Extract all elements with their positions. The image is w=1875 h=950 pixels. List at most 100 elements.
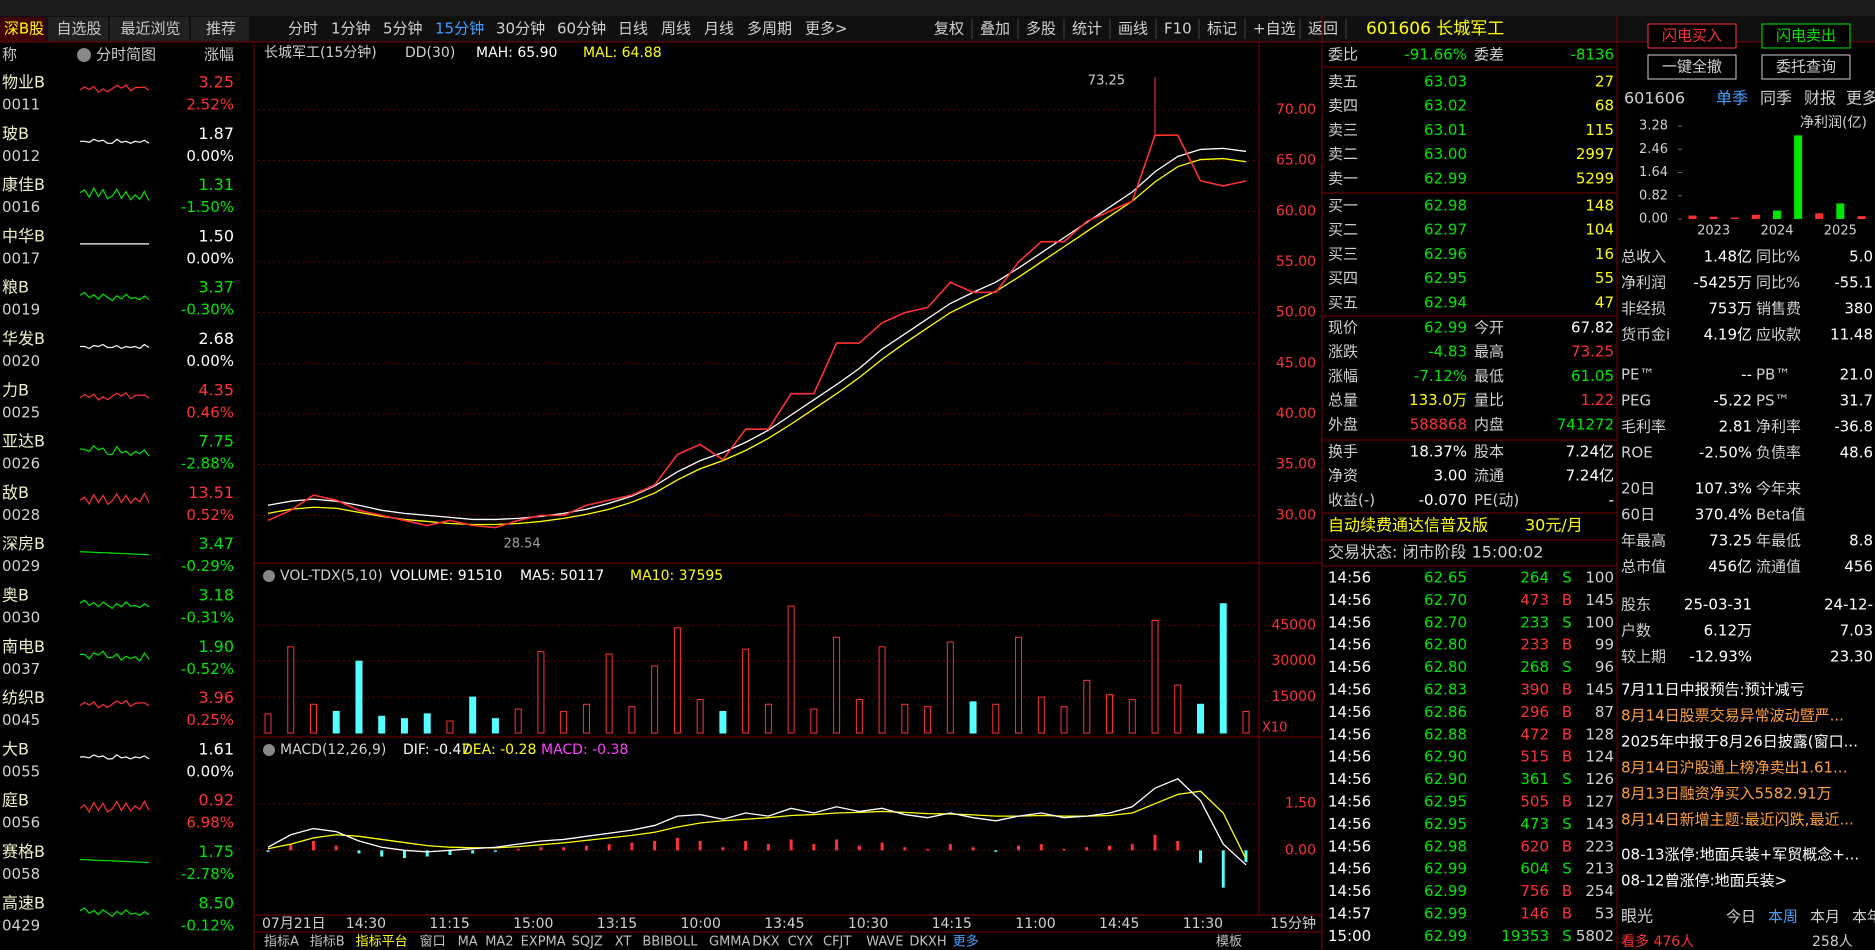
stock-name[interactable]: 亚达B [2, 432, 45, 451]
action-button[interactable] [1647, 54, 1737, 80]
news-link[interactable]: 7月11日中报预告:预计减亏 [1621, 681, 1805, 699]
tool-button[interactable]: 统计 [1072, 20, 1102, 38]
period-button[interactable]: 分时 [288, 20, 318, 38]
list-row[interactable] [0, 68, 252, 118]
indicator-tab[interactable]: 更多 [953, 934, 979, 950]
period-button[interactable]: 更多> [805, 20, 848, 38]
tab-label[interactable]: 财报 [1804, 89, 1836, 108]
action-label[interactable]: 一键全撤 [1662, 58, 1722, 76]
indicator-tab[interactable]: CFJT [823, 935, 851, 950]
stock-name[interactable]: 力B [2, 380, 29, 399]
list-row[interactable] [0, 632, 252, 683]
period-button[interactable]: 15分钟 [435, 20, 484, 38]
stock-name[interactable]: 康佳B [2, 175, 45, 194]
stock-name[interactable]: 大B [2, 739, 29, 758]
action-button[interactable] [1647, 23, 1737, 49]
period-tab[interactable]: 今日 [1726, 908, 1756, 926]
indicator-tab[interactable]: BBIBOLL [642, 935, 698, 950]
news-link[interactable]: 8月14日股票交易异常波动暨严... [1621, 707, 1844, 725]
list-row[interactable] [0, 273, 252, 324]
tab-label[interactable]: 同季 [1760, 89, 1792, 108]
list-row[interactable] [0, 119, 252, 170]
stock-name[interactable]: 奥B [2, 586, 29, 605]
list-row[interactable] [0, 837, 252, 888]
stock-name[interactable]: 纺织B [2, 688, 45, 707]
stock-name[interactable]: 高速B [2, 893, 45, 912]
indicator-tab[interactable]: XT [615, 935, 632, 950]
news-link[interactable]: 8月13日融资净买入5582.91万 [1621, 785, 1832, 803]
tab-label[interactable]: 自选股 [56, 20, 101, 38]
news-link[interactable]: 8月14日沪股通上榜净卖出1.61... [1621, 759, 1847, 777]
period-tab[interactable]: 本月 [1810, 908, 1840, 926]
indicator-tab[interactable]: GMMA [709, 935, 751, 950]
indicator-tab[interactable]: 指标B [310, 935, 345, 950]
period-button[interactable]: 30分钟 [496, 20, 545, 38]
list-row[interactable] [0, 478, 252, 529]
stock-name[interactable]: 敌B [2, 483, 29, 502]
list-row[interactable] [0, 786, 252, 837]
ad-price[interactable]: 30元/月 [1525, 516, 1583, 535]
period-button[interactable]: 多周期 [747, 20, 792, 38]
tab[interactable] [48, 17, 108, 41]
stock-name[interactable]: 深房B [2, 534, 45, 553]
indicator-tab[interactable]: WAVE [866, 935, 903, 950]
tab[interactable] [191, 17, 249, 41]
indicator-tab[interactable]: 窗口 [420, 934, 446, 950]
action-button[interactable] [1761, 54, 1851, 80]
tool-button[interactable]: +自选 [1253, 20, 1296, 38]
list-row[interactable] [0, 581, 252, 631]
list-row[interactable] [0, 683, 252, 734]
list-row[interactable] [0, 734, 252, 785]
tool-button[interactable]: 画线 [1118, 20, 1148, 38]
tool-button[interactable]: 标记 [1207, 20, 1237, 38]
indicator-tab[interactable]: MA [458, 935, 478, 950]
indicator-tab[interactable]: SQJZ [572, 935, 603, 950]
period-button[interactable]: 5分钟 [383, 20, 423, 38]
indicator-tab[interactable]: EXPMA [521, 935, 566, 950]
indicator-tab[interactable]: DKX [752, 935, 780, 950]
list-row[interactable] [0, 529, 252, 580]
list-row[interactable] [0, 888, 252, 939]
tab-label[interactable]: 最近浏览 [120, 20, 180, 38]
ad-link[interactable]: 自动续费通达信普及版 [1328, 516, 1488, 535]
tool-button[interactable]: F10 [1164, 20, 1192, 38]
stock-name[interactable]: 庭B [2, 791, 29, 810]
tab-label[interactable]: 更多 [1846, 89, 1875, 108]
indicator-tab[interactable]: MA2 [485, 935, 513, 950]
news-link[interactable]: 08-13涨停:地面兵装+军贸概念+... [1621, 846, 1859, 864]
tool-button[interactable]: 多股 [1026, 20, 1056, 38]
period-button[interactable]: 60分钟 [557, 20, 606, 38]
stock-name[interactable]: 物业B [2, 73, 45, 92]
indicator-tab[interactable]: DKXH [909, 935, 946, 950]
period-tab[interactable]: 本年 [1852, 908, 1875, 926]
list-row[interactable] [0, 221, 252, 272]
list-row[interactable] [0, 324, 252, 375]
stock-name[interactable]: 赛格B [2, 842, 45, 861]
list-row[interactable] [0, 427, 252, 478]
news-link[interactable]: 2025年中报于8月26日披露(窗口... [1621, 733, 1858, 751]
period-button[interactable]: 月线 [704, 20, 734, 38]
tool-button[interactable]: 复权 [934, 20, 964, 38]
period-button[interactable]: 1分钟 [331, 20, 371, 38]
indicator-tab[interactable]: 指标A [264, 935, 299, 950]
action-label[interactable]: 委托查询 [1776, 58, 1836, 76]
period-button[interactable]: 周线 [661, 20, 691, 38]
stock-name[interactable]: 中华B [2, 226, 45, 245]
action-button[interactable] [1761, 23, 1851, 49]
news-link[interactable]: 08-12曾涨停:地面兵装> [1621, 872, 1787, 890]
indicator-tab[interactable]: CYX [788, 935, 814, 950]
news-link[interactable]: 8月14日新增主题:最近闪跌,最近... [1621, 811, 1854, 829]
tab[interactable] [0, 17, 46, 41]
action-label[interactable]: 闪电买入 [1662, 27, 1722, 45]
stock-name[interactable]: 粮B [2, 278, 29, 297]
template-tab[interactable]: 模板 [1216, 935, 1242, 950]
list-row[interactable] [0, 375, 252, 426]
indicator-tab[interactable]: 指标平台 [356, 935, 408, 950]
stock-name[interactable]: 华发B [2, 329, 45, 348]
tool-button[interactable]: 叠加 [980, 20, 1010, 38]
period-button[interactable]: 日线 [618, 20, 648, 38]
stock-name[interactable]: 玻B [2, 124, 29, 143]
tab-label[interactable]: 深B股 [4, 20, 44, 38]
stock-name[interactable]: 南电B [2, 637, 45, 656]
tool-button[interactable]: 返回 [1308, 20, 1338, 38]
